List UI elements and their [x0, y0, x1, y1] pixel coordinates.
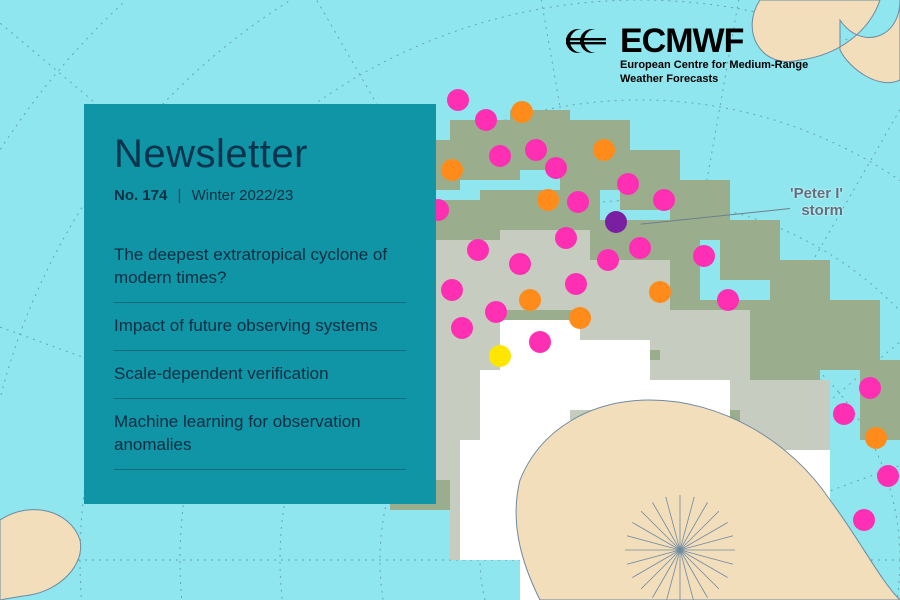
data-point: [447, 89, 469, 111]
data-point: [597, 249, 619, 271]
issue-period: Winter 2022/23: [192, 187, 294, 204]
data-point: [489, 145, 511, 167]
logo-mark-icon: [560, 26, 610, 56]
data-point: [529, 331, 551, 353]
data-point: [525, 139, 547, 161]
article-item: Machine learning for observation anomali…: [114, 399, 406, 470]
data-point: [451, 317, 473, 339]
data-point: [555, 227, 577, 249]
data-point: [489, 345, 511, 367]
article-item: Scale-dependent verification: [114, 351, 406, 399]
data-point: [485, 301, 507, 323]
logo-text: ECMWF European Centre for Medium-Range W…: [620, 26, 808, 86]
data-point: [865, 427, 887, 449]
article-item: The deepest extratropical cyclone of mod…: [114, 232, 406, 303]
storm-label: 'Peter I' storm: [790, 186, 843, 219]
data-point: [565, 273, 587, 295]
article-list: The deepest extratropical cyclone of mod…: [114, 232, 406, 470]
logo: ECMWF European Centre for Medium-Range W…: [560, 26, 808, 86]
data-point: [567, 191, 589, 213]
issue-separator: |: [178, 187, 182, 204]
data-point: [511, 101, 533, 123]
logo-acronym: ECMWF: [620, 26, 808, 57]
issue-number: No. 174: [114, 187, 167, 204]
logo-subline-1: European Centre for Medium-Range: [620, 59, 808, 72]
data-point: [441, 159, 463, 181]
data-point: [537, 189, 559, 211]
storm-label-line1: 'Peter I': [790, 186, 843, 203]
data-point: [717, 289, 739, 311]
data-point: [693, 245, 715, 267]
newsletter-cover: 'Peter I' storm ECMWF European Centre fo…: [0, 0, 900, 600]
logo-subline-2: Weather Forecasts: [620, 73, 808, 86]
data-point: [569, 307, 591, 329]
data-point: [877, 465, 899, 487]
data-point: [509, 253, 531, 275]
data-point: [467, 239, 489, 261]
data-point: [833, 403, 855, 425]
newsletter-card: Newsletter No. 174 | Winter 2022/23 The …: [84, 104, 436, 504]
data-point: [605, 211, 627, 233]
storm-label-line2: storm: [790, 203, 843, 220]
data-point: [629, 237, 651, 259]
newsletter-title: Newsletter: [114, 132, 406, 177]
data-point: [545, 157, 567, 179]
newsletter-issue: No. 174 | Winter 2022/23: [114, 187, 406, 204]
data-point: [593, 139, 615, 161]
data-point: [617, 173, 639, 195]
data-point: [441, 279, 463, 301]
data-point: [649, 281, 671, 303]
data-point: [653, 189, 675, 211]
data-point: [859, 377, 881, 399]
data-point: [519, 289, 541, 311]
article-item: Impact of future observing systems: [114, 303, 406, 351]
data-point: [853, 509, 875, 531]
data-point: [475, 109, 497, 131]
